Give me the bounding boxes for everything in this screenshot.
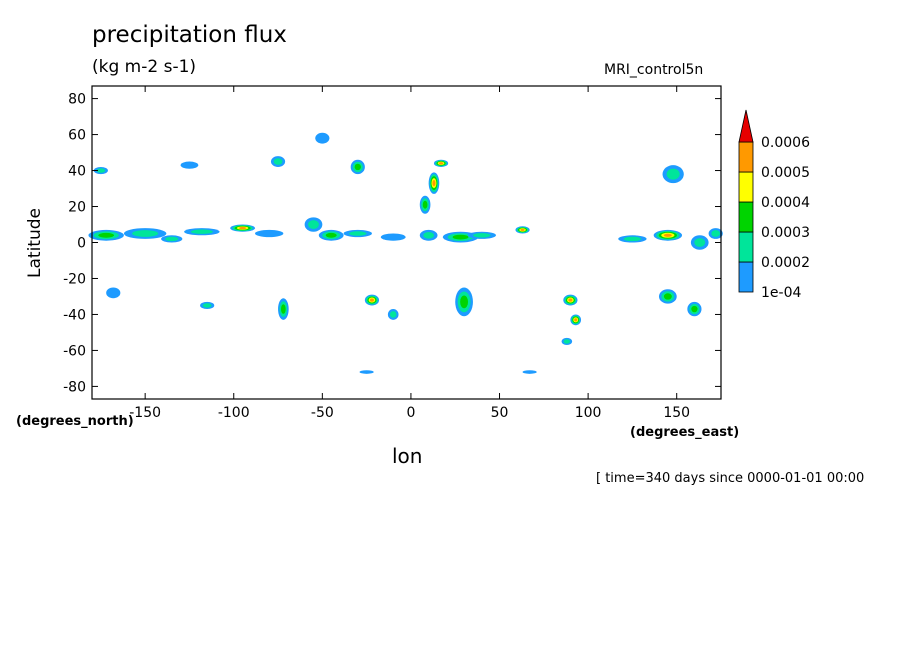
precip-cell-6-level-2 [308, 220, 319, 229]
precip-cell-4-level-5 [239, 226, 247, 230]
x-tick-label: -150 [129, 405, 161, 421]
colorbar-label: 0.0002 [761, 255, 810, 271]
colorbar-swatch-2 [738, 231, 754, 263]
precip-cell-25-level-2 [666, 168, 680, 180]
y-tick-label: 0 [77, 236, 86, 252]
precip-cell-28-level-5 [369, 298, 374, 302]
y-axis-unit: (degrees_north) [16, 414, 134, 429]
precip-cell-11-level-3 [452, 234, 469, 240]
precip-cell-24-level-2 [96, 168, 106, 173]
colorbar-top-arrow [738, 109, 754, 143]
precip-cell-22-level-2 [273, 158, 283, 165]
precip-cell-36-level-2 [202, 303, 212, 308]
precip-cell-17-level-2 [711, 230, 721, 237]
precip-cell-33-level-3 [663, 293, 672, 300]
precip-cell-19-level-5 [432, 180, 436, 187]
precip-cell-18-level-5 [439, 162, 444, 165]
precip-cell-34-level-3 [691, 305, 698, 313]
colorbar-swatch-3 [738, 201, 754, 233]
precip-cell-35-level-1 [106, 287, 121, 299]
precip-cell-9-level-1 [380, 233, 406, 241]
chart-units: (kg m-2 s-1) [92, 57, 197, 77]
x-tick-label: 50 [491, 405, 509, 421]
precip-cell-31-level-5 [568, 298, 573, 302]
colorbar-label: 0.0004 [761, 195, 810, 211]
colorbar-swatch-5 [738, 141, 754, 173]
colorbar: 1e-04 0.0002 0.0003 0.0004 0.0005 0.0006 [738, 109, 810, 301]
precip-cell-8-level-2 [349, 231, 367, 236]
colorbar-label: 0.0003 [761, 225, 810, 241]
colorbar-swatch-1 [738, 261, 754, 293]
precip-cell-3-level-2 [190, 229, 213, 234]
precip-cell-26-level-1 [315, 132, 330, 144]
y-tick-label: 40 [68, 164, 86, 180]
time-info: [ time=340 days since 0000-01-01 00:00 [596, 471, 865, 486]
precip-cell-37-level-2 [563, 339, 571, 344]
precip-cell-14-level-2 [623, 236, 642, 242]
precip-cell-2-level-2 [165, 236, 179, 242]
plot-frame [91, 85, 722, 400]
precip-cell-32-level-5 [574, 318, 578, 322]
x-tick-label: 150 [663, 405, 690, 421]
precip-field-layer [88, 132, 723, 374]
y-tick-label: -60 [63, 343, 86, 359]
x-tick-label: 0 [406, 405, 415, 421]
precip-cell-29-level-2 [389, 311, 397, 318]
x-axis-unit: (degrees_east) [630, 425, 740, 440]
colorbar-swatch-4 [738, 171, 754, 203]
y-tick-label: -40 [63, 307, 86, 323]
x-tick-label: -50 [311, 405, 334, 421]
precip-cell-27-level-3 [280, 304, 286, 314]
colorbar-label: 1e-04 [761, 285, 801, 301]
y-tick-label: -20 [63, 271, 86, 287]
x-axis-label: lon [392, 444, 423, 468]
precip-cell-20-level-3 [422, 200, 428, 209]
colorbar-label: 0.0006 [761, 135, 810, 151]
chart-title: precipitation flux [92, 22, 287, 48]
y-tick-label: -80 [63, 379, 86, 395]
precip-cell-1-level-2 [132, 230, 159, 237]
precip-cell-39-level-1 [522, 370, 537, 374]
precip-cell-21-level-3 [354, 163, 361, 171]
precip-cell-16-level-2 [694, 238, 706, 247]
dataset-label: MRI_control5n [604, 62, 704, 78]
precip-cell-13-level-5 [520, 228, 525, 232]
x-tick-label: -100 [218, 405, 250, 421]
precip-cell-30-level-3 [460, 295, 469, 309]
precip-cell-15-level-5 [663, 233, 672, 237]
precip-cell-0-level-3 [98, 232, 115, 238]
precip-cell-12-level-2 [473, 233, 491, 238]
precip-cell-38-level-1 [359, 370, 374, 374]
precip-cell-5-level-1 [255, 229, 284, 238]
precip-cell-23-level-1 [180, 161, 199, 169]
axis-ticks: -150 -100 -50 0 50 100 150 80 60 40 20 0 -20 -40 -60 -8… [63, 86, 721, 421]
y-tick-label: 20 [68, 200, 86, 216]
y-tick-label: 60 [68, 128, 86, 144]
precip-cell-10-level-2 [423, 231, 435, 239]
precip-cell-7-level-3 [325, 232, 337, 238]
y-tick-label: 80 [68, 92, 86, 108]
x-tick-label: 100 [575, 405, 602, 421]
colorbar-label: 0.0005 [761, 165, 810, 181]
